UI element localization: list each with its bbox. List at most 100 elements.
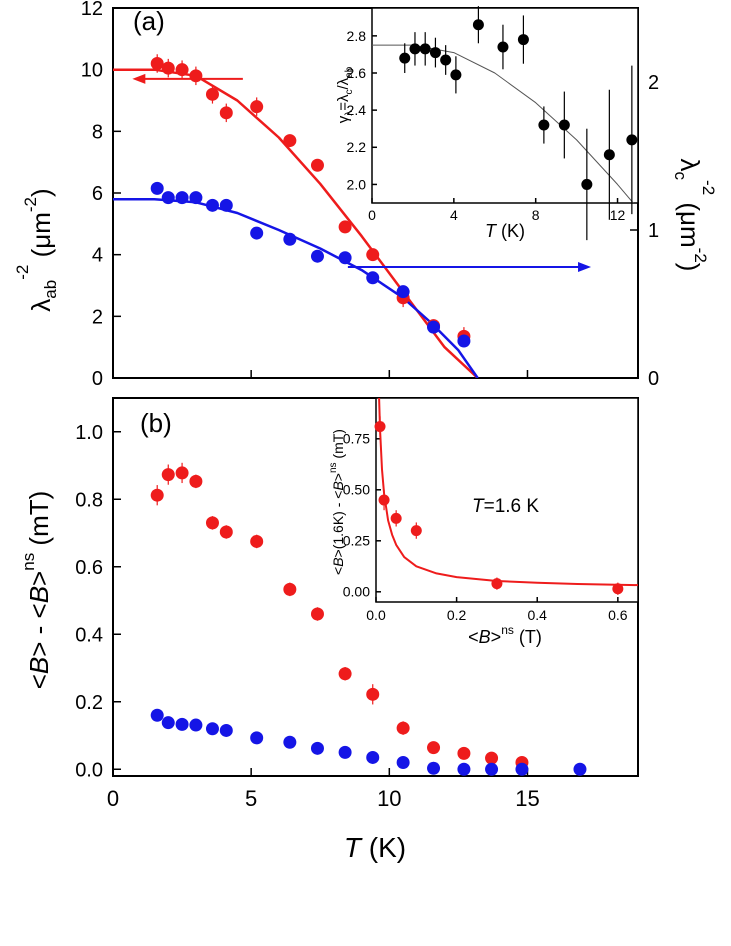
panel-a-red-point bbox=[310, 158, 324, 172]
panel-a-inset-ylabel: γλ=λc/λab bbox=[335, 66, 355, 123]
panel-a-inset-y-tick-label: 2.0 bbox=[347, 176, 367, 192]
panel-a-inset-point bbox=[626, 134, 638, 146]
panel-a-inset-point bbox=[558, 119, 570, 131]
panel-b-inset-point bbox=[410, 525, 422, 537]
panel-a-inset-ticks: 2.0 2.2 2.4 2.6 2.8 0 4 8 12 bbox=[347, 28, 626, 223]
panel-b-red-point bbox=[150, 488, 164, 502]
panel-a-inset-y-tick-label: 2.4 bbox=[347, 102, 367, 118]
panel-b: 0.0 0.2 0.4 0.6 0.8 1.0 0 5 10 15 (b) <B> - <B>ns… bbox=[19, 397, 639, 863]
panel-a-blue-point bbox=[427, 320, 441, 334]
panel-a-y-tick-label: 12 bbox=[81, 0, 103, 20]
panel-b-label: (b) bbox=[140, 408, 172, 438]
panel-a-y2-tick-label: 1 bbox=[648, 220, 659, 242]
panel-a-blue-point bbox=[189, 191, 203, 205]
panel-a-y-tick-label: 2 bbox=[92, 306, 103, 328]
panel-b-blue-point bbox=[205, 722, 219, 736]
panel-b-inset-point bbox=[378, 494, 390, 506]
panel-b-y-tick-label: 0.0 bbox=[75, 759, 103, 781]
panel-a-blue-point bbox=[283, 232, 297, 246]
svg-text:λc-2 (μm-2): λc-2 (μm-2) bbox=[671, 159, 718, 272]
panel-b-inset-ticks: 0.00 0.25 0.50 0.75 0.0 0.2 0.4 0.6 bbox=[343, 431, 628, 623]
panel-b-xlabel: T (K) bbox=[344, 832, 406, 863]
panel-a-inset-frame bbox=[371, 7, 639, 204]
panel-a-blue-point bbox=[396, 285, 410, 299]
panel-b-data-points bbox=[150, 466, 587, 776]
panel-b-red-point bbox=[396, 721, 410, 735]
panel-a-blue-point bbox=[161, 191, 175, 205]
panel-a-blue-point bbox=[310, 249, 324, 263]
panel-a-inset-xlabel: T (K) bbox=[485, 221, 525, 241]
panel-b-inset-x-tick-label: 0.6 bbox=[608, 607, 628, 623]
panel-b-inset: 0.00 0.25 0.50 0.75 0.0 0.2 0.4 0.6 T=1.6 K <B>… bbox=[328, 397, 639, 647]
panel-b-x-tick-label: 15 bbox=[515, 786, 539, 811]
panel-b-inset-annotation: T=1.6 K bbox=[472, 496, 539, 517]
panel-a-inset-point bbox=[409, 43, 421, 55]
panel-b-y-tick-label: 0.2 bbox=[75, 692, 103, 714]
panel-b-blue-point bbox=[250, 731, 264, 745]
panel-b-inset-y-tick-label: 0.00 bbox=[343, 584, 370, 600]
panel-b-x-tick-label: 0 bbox=[107, 786, 119, 811]
panel-b-blue-point bbox=[338, 745, 352, 759]
panel-a-inset-point bbox=[419, 43, 431, 55]
panel-b-inset-y-tick-label: 0.75 bbox=[343, 431, 370, 447]
panel-a-data-points bbox=[150, 57, 471, 348]
panel-a-y-tick-label: 10 bbox=[81, 60, 103, 82]
panel-b-blue-point bbox=[485, 762, 499, 776]
panel-a-red-point bbox=[366, 248, 380, 262]
panel-b-x-tick-label: 10 bbox=[377, 786, 401, 811]
panel-a-y-tick-label: 0 bbox=[92, 368, 103, 390]
panel-a-arrow-blue-head bbox=[578, 262, 592, 272]
panel-a-inset-y-tick-label: 2.2 bbox=[347, 139, 367, 155]
panel-b-red-point bbox=[161, 468, 175, 482]
panel-a-red-point bbox=[205, 87, 219, 101]
svg-text:λab-2 (μm-2): λab-2 (μm-2) bbox=[13, 188, 60, 311]
panel-b-red-point bbox=[366, 687, 380, 701]
panel-b-inset-ylabel: <B>(1.6K) - <B>ns (mT) bbox=[328, 429, 346, 575]
panel-a-inset-y-tick-label: 2.6 bbox=[347, 65, 367, 81]
panel-a-blue-point bbox=[175, 191, 189, 205]
panel-b-blue-point bbox=[427, 761, 441, 775]
panel-b-blue-point bbox=[310, 741, 324, 755]
panel-a-inset-point bbox=[538, 119, 550, 131]
panel-b-ticks: 0.0 0.2 0.4 0.6 0.8 1.0 0 5 10 15 bbox=[75, 422, 540, 811]
panel-a-blue-point bbox=[219, 198, 233, 212]
panel-b-inset-xlabel: <B>ns (T) bbox=[468, 623, 542, 647]
panel-a-inset-point bbox=[603, 149, 615, 161]
panel-a-fit-red bbox=[113, 68, 479, 378]
panel-a-ylabel-left: λab-2 (μm-2) bbox=[13, 188, 60, 311]
panel-a-y-tick-label: 8 bbox=[92, 121, 103, 143]
panel-a-inset-point bbox=[399, 52, 411, 64]
panel-b-red-point bbox=[427, 741, 441, 755]
svg-text:γλ=λc/λab: γλ=λc/λab bbox=[335, 66, 355, 123]
panel-b-red-point bbox=[250, 534, 264, 548]
panel-b-inset-point bbox=[390, 512, 402, 524]
panel-a-inset-point bbox=[581, 178, 593, 190]
panel-a-inset: 2.0 2.2 2.4 2.6 2.8 0 4 8 12 T (K) γλ=λc/λab bbox=[335, 6, 639, 241]
panel-a-inset-point bbox=[440, 54, 452, 66]
panel-a-blue-point bbox=[457, 334, 471, 348]
panel-b-inset-points bbox=[374, 421, 624, 595]
panel-b-blue-point bbox=[189, 718, 203, 732]
panel-b-inset-point bbox=[491, 578, 503, 590]
panel-a-blue-point bbox=[205, 198, 219, 212]
panel-a-fit-blue bbox=[113, 197, 479, 378]
panel-b-red-point bbox=[310, 607, 324, 621]
panel-b-red-point bbox=[338, 667, 352, 681]
panel-a-inset-x-tick-label: 8 bbox=[532, 207, 540, 223]
panel-a-label: (a) bbox=[133, 6, 165, 36]
panel-b-blue-point bbox=[573, 762, 587, 776]
panel-a-inset-points bbox=[399, 19, 638, 190]
panel-b-blue-point bbox=[161, 716, 175, 730]
panel-a-blue-point bbox=[338, 251, 352, 265]
panel-b-red-point bbox=[175, 466, 189, 480]
panel-b-y-tick-label: 1.0 bbox=[75, 422, 103, 444]
panel-b-inset-x-tick-label: 0.2 bbox=[447, 607, 467, 623]
panel-a-red-point bbox=[250, 100, 264, 114]
panel-b-y-tick-label: 0.4 bbox=[75, 624, 103, 646]
panel-b-inset-x-tick-label: 0.0 bbox=[366, 607, 386, 623]
panel-b-blue-point bbox=[219, 723, 233, 737]
panel-a-red-point bbox=[161, 61, 175, 75]
panel-b-red-point bbox=[205, 516, 219, 530]
